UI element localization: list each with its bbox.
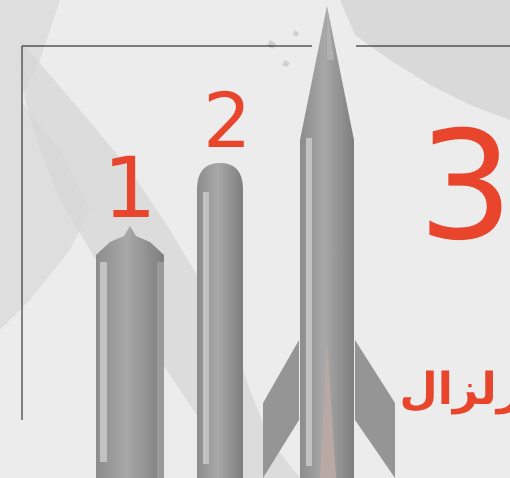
missile-3	[263, 6, 395, 478]
label-1: 1	[103, 139, 157, 237]
arabic-caption: زلزال	[399, 364, 510, 415]
label-3: 3	[418, 100, 510, 274]
map-land-right	[340, 0, 510, 120]
map-land-islands	[267, 30, 299, 67]
missile-1	[96, 226, 164, 478]
label-2: 2	[203, 76, 252, 165]
missile-2	[197, 163, 243, 478]
